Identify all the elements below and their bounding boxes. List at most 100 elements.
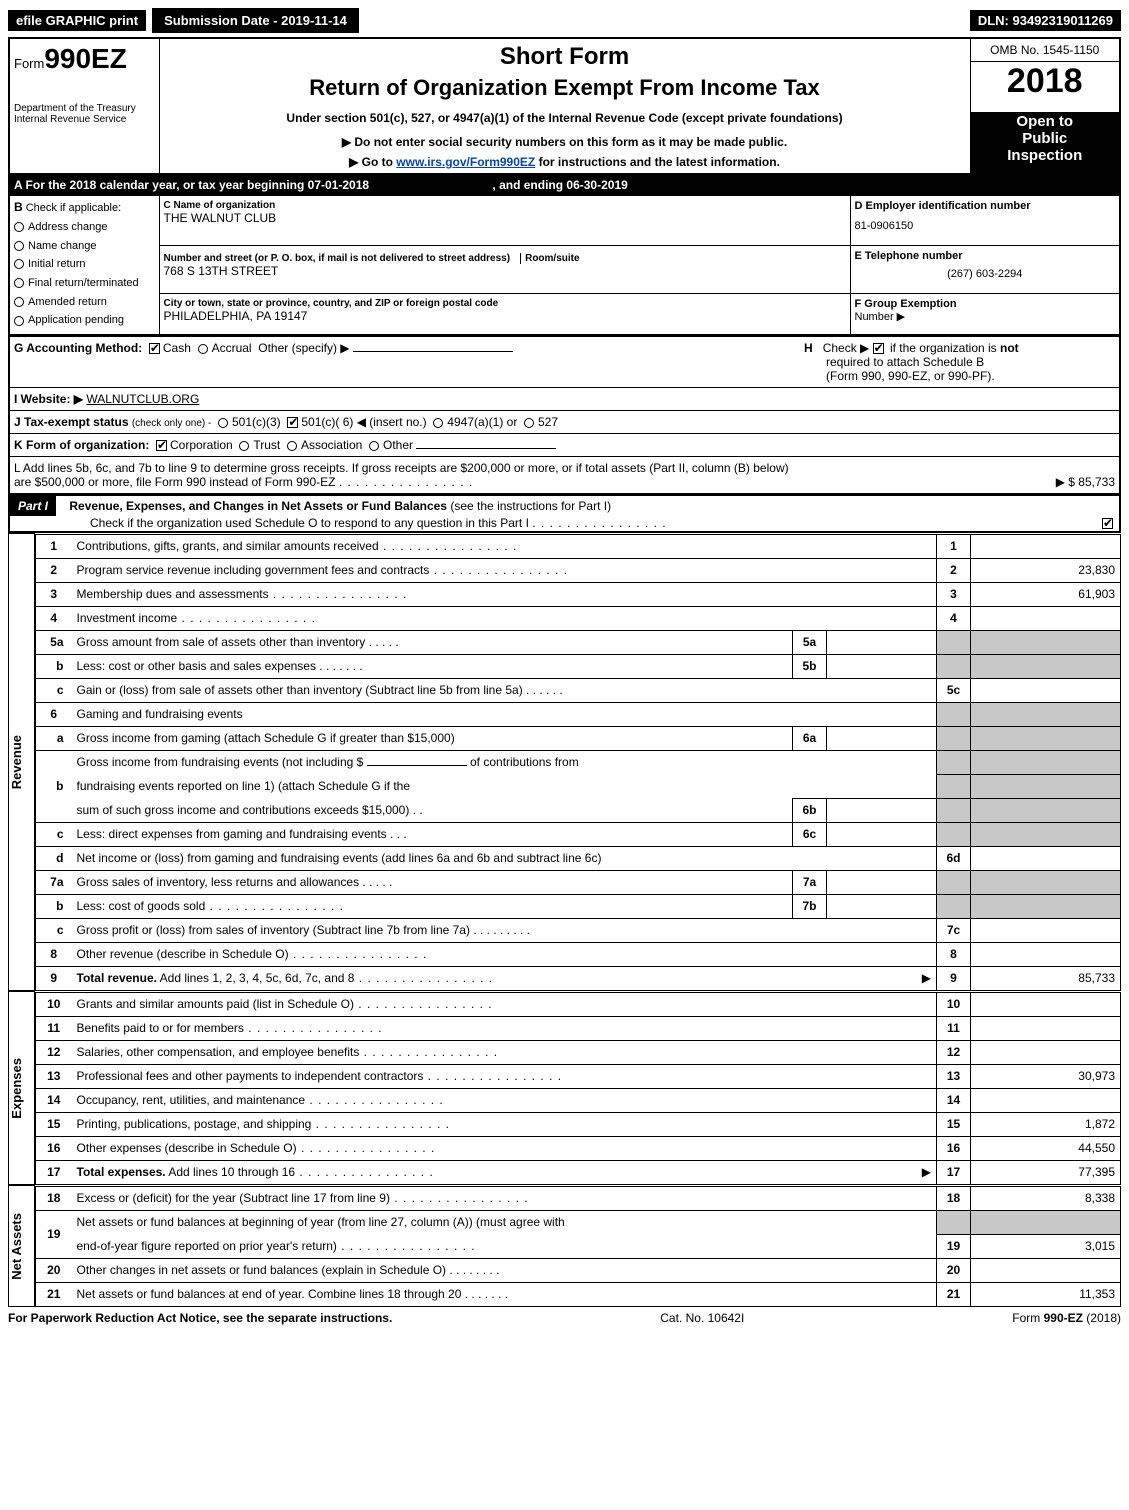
line-11-desc: Benefits paid to or for members <box>77 1021 244 1035</box>
part1-header-table: Part I Revenue, Expenses, and Changes in… <box>8 495 1121 533</box>
page-footer: For Paperwork Reduction Act Notice, see … <box>8 1311 1121 1325</box>
line-6b-row-2: fundraising events reported on line 1) (… <box>36 774 1121 798</box>
line-4-no: 4 <box>36 606 72 630</box>
line-6b-desc1: Gross income from fundraising events (no… <box>77 755 364 769</box>
line-19-desc1: Net assets or fund balances at beginning… <box>77 1215 565 1229</box>
arrow-icon <box>349 155 362 169</box>
line-16-row: 16 Other expenses (describe in Schedule … <box>36 1136 1121 1160</box>
no-ssn-text: Do not enter social security numbers on … <box>354 135 787 149</box>
cash-checkbox[interactable] <box>149 343 160 354</box>
schedule-o-checkbox[interactable] <box>1102 518 1113 529</box>
527-radio[interactable] <box>524 418 534 428</box>
footer-right: Form 990-EZ (2018) <box>1012 1311 1121 1325</box>
line-19-amt: 3,015 <box>971 1234 1121 1258</box>
line-19-ln: 19 <box>937 1234 971 1258</box>
application-pending-radio[interactable] <box>14 316 24 326</box>
expenses-lines: 10 Grants and similar amounts paid (list… <box>35 992 1121 1185</box>
line-9-ln: 9 <box>937 966 971 990</box>
period-end: , and ending 06-30-2019 <box>492 178 627 192</box>
501c-checkbox[interactable] <box>287 417 298 428</box>
lines-wrapper: Revenue 1 Contributions, gifts, grants, … <box>8 533 1121 991</box>
501c3-radio[interactable] <box>218 418 228 428</box>
line-18-amt: 8,338 <box>971 1186 1121 1210</box>
line-6b-desc2: of contributions from <box>470 755 579 769</box>
line-6b-row-3: sum of such gross income and contributio… <box>36 798 1121 822</box>
line-2-amt: 23,830 <box>971 558 1121 582</box>
line-5b-desc: Less: cost or other basis and sales expe… <box>77 659 316 673</box>
other-org-label: Other <box>383 438 413 452</box>
line-3-row: 3 Membership dues and assessments 3 61,9… <box>36 582 1121 606</box>
line-10-ln: 10 <box>937 992 971 1016</box>
expenses-side-label: Expenses <box>9 1058 24 1119</box>
line-6c-sub: 6c <box>793 822 827 846</box>
line-10-amt <box>971 992 1121 1016</box>
line-8-desc: Other revenue (describe in Schedule O) <box>77 947 289 961</box>
line-17-row: 17 Total expenses. Add lines 10 through … <box>36 1160 1121 1184</box>
4947-radio[interactable] <box>433 418 443 428</box>
line-5a-sub: 5a <box>793 630 827 654</box>
other-org-radio[interactable] <box>369 441 379 451</box>
header-table: Form990EZ Department of the Treasury Int… <box>8 37 1121 175</box>
line-1-desc: Contributions, gifts, grants, and simila… <box>77 539 379 553</box>
city-value: PHILADELPHIA, PA 19147 <box>164 309 846 323</box>
net-assets-side-label: Net Assets <box>9 1213 24 1280</box>
line-21-desc: Net assets or fund balances at end of ye… <box>77 1287 462 1301</box>
ghij-table: G Accounting Method: Cash Accrual Other … <box>8 336 1121 495</box>
line-l-text-1: L Add lines 5b, 6c, and 7b to line 9 to … <box>14 461 789 475</box>
line-7c-desc: Gross profit or (loss) from sales of inv… <box>77 923 470 937</box>
initial-return-radio[interactable] <box>14 259 24 269</box>
line-19-desc2: end-of-year figure reported on prior yea… <box>77 1239 337 1253</box>
trust-label: Trust <box>253 438 280 452</box>
line-15-no: 15 <box>36 1112 72 1136</box>
omb-number: OMB No. 1545-1150 <box>971 39 1120 62</box>
part-1-check-line: Check if the organization used Schedule … <box>10 516 529 530</box>
line-8-ln: 8 <box>937 942 971 966</box>
line-7c-ln: 7c <box>937 918 971 942</box>
address-change-radio[interactable] <box>14 222 24 232</box>
accrual-radio[interactable] <box>198 344 208 354</box>
website-value: WALNUTCLUB.ORG <box>86 392 199 406</box>
line-14-no: 14 <box>36 1088 72 1112</box>
section-c-label: C Name of organization <box>164 200 846 211</box>
line-1-ln: 1 <box>937 534 971 558</box>
schedule-b-not-required-checkbox[interactable] <box>873 343 884 354</box>
line-2-desc: Program service revenue including govern… <box>77 563 430 577</box>
netassets-lines: 18 Excess or (deficit) for the year (Sub… <box>35 1186 1121 1307</box>
line-7c-no: c <box>36 918 72 942</box>
line-19-row-2: end-of-year figure reported on prior yea… <box>36 1234 1121 1258</box>
line-7b-row: b Less: cost of goods sold 7b <box>36 894 1121 918</box>
check-if-applicable: Check if applicable: <box>26 202 121 214</box>
line-14-row: 14 Occupancy, rent, utilities, and maint… <box>36 1088 1121 1112</box>
line-6-desc: Gaming and fundraising events <box>77 707 243 721</box>
line-6a-sub: 6a <box>793 726 827 750</box>
line-6b-sub: 6b <box>793 798 827 822</box>
street-label: Number and street (or P. O. box, if mail… <box>164 253 511 264</box>
amended-return-radio[interactable] <box>14 297 24 307</box>
line-l-text-2: are $500,000 or more, file Form 990 inst… <box>14 475 336 489</box>
line-14-ln: 14 <box>937 1088 971 1112</box>
revenue-side-label: Revenue <box>9 735 24 789</box>
cash-label: Cash <box>163 341 191 355</box>
goto-link[interactable]: www.irs.gov/Form990EZ <box>396 155 535 169</box>
line-7b-desc: Less: cost of goods sold <box>77 899 206 913</box>
line-1-row: 1 Contributions, gifts, grants, and simi… <box>36 534 1121 558</box>
line-12-no: 12 <box>36 1040 72 1064</box>
line-5c-desc: Gain or (loss) from sale of assets other… <box>77 683 523 697</box>
section-f-label: F Group Exemption <box>855 298 957 310</box>
line-17-amt: 77,395 <box>971 1160 1121 1184</box>
final-return-radio[interactable] <box>14 278 24 288</box>
gross-receipts-amount: ▶ $ 85,733 <box>1056 475 1115 489</box>
line-5c-no: c <box>36 678 72 702</box>
trust-radio[interactable] <box>239 441 249 451</box>
line-6b-no: b <box>36 750 72 822</box>
line-15-row: 15 Printing, publications, postage, and … <box>36 1112 1121 1136</box>
name-change-radio[interactable] <box>14 241 24 251</box>
line-16-amt: 44,550 <box>971 1136 1121 1160</box>
association-radio[interactable] <box>287 441 297 451</box>
application-pending-label: Application pending <box>28 314 124 326</box>
public-label: Public <box>971 130 1120 147</box>
footer-cat-no: Cat. No. 10642I <box>660 1311 744 1325</box>
initial-return-label: Initial return <box>28 258 85 270</box>
corporation-checkbox[interactable] <box>156 440 167 451</box>
line-6d-desc: Net income or (loss) from gaming and fun… <box>77 851 602 865</box>
